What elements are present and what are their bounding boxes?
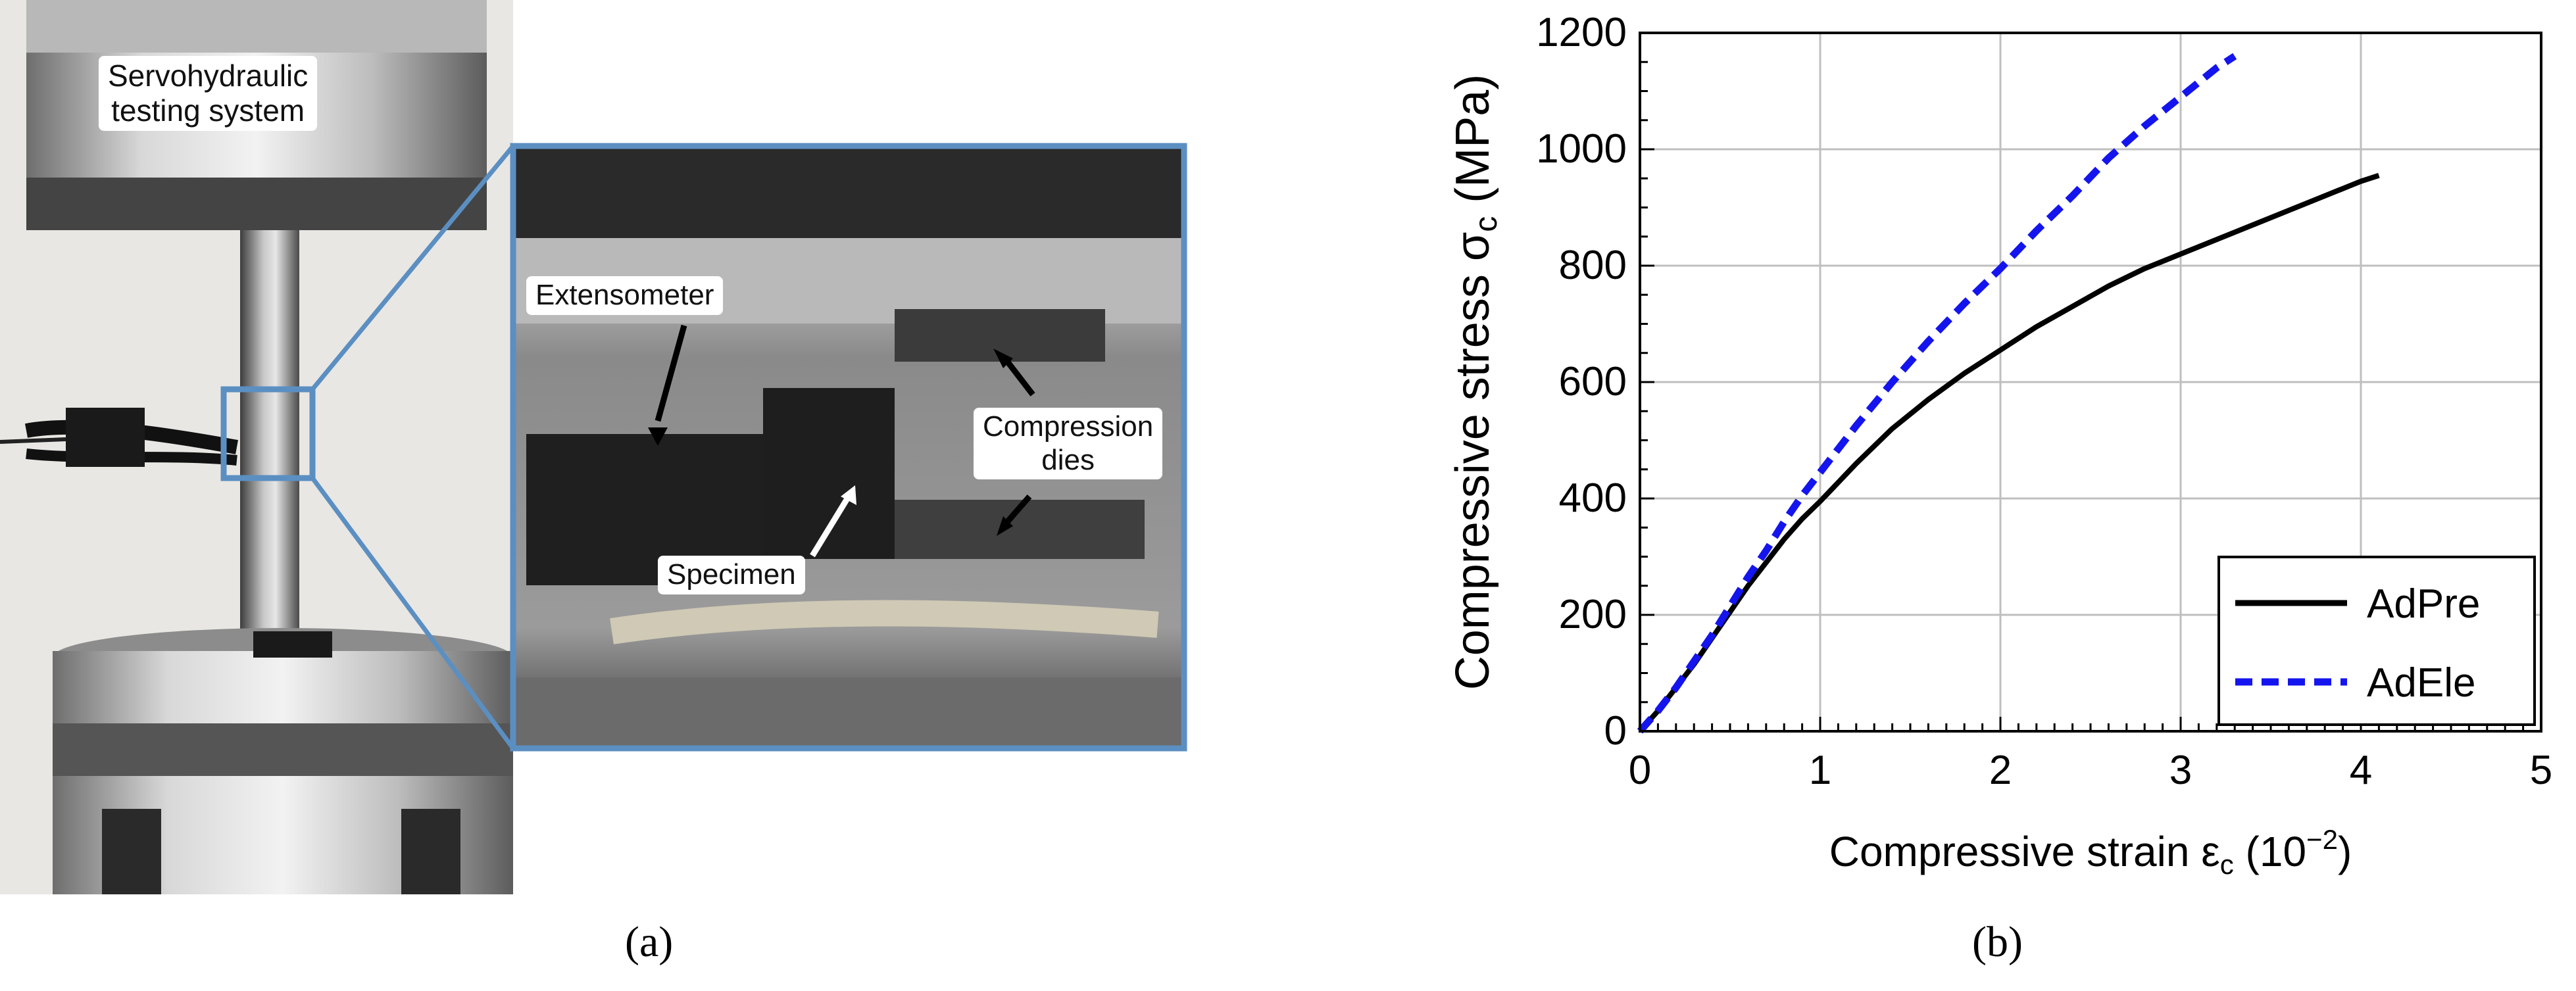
ylabel-main: Compressive stress σ — [1447, 232, 1499, 690]
series-line-adele — [1637, 53, 2237, 734]
upper-cap — [26, 0, 487, 53]
series-line-adpre — [1638, 172, 2380, 733]
callout-servohydraulic: Servohydraulic testing system — [99, 56, 318, 131]
extensometer-body — [66, 408, 145, 467]
tick-label-layer: 0 1 2 3 4 5 0 200 400 600 800 1000 1200 — [1536, 10, 2552, 793]
xlabel-sup: −2 — [2306, 824, 2338, 855]
y-tick-label: 200 — [1559, 592, 1627, 637]
x-tick-label: 0 — [1629, 748, 1651, 793]
zoom-region-box — [220, 386, 316, 481]
ylabel-unit: (MPa) — [1447, 74, 1499, 216]
y-axis-label: Compressive stress σc (MPa) — [1447, 74, 1504, 690]
callout-dies-line1: Compression — [983, 410, 1154, 443]
callout-system-line2: testing system — [111, 93, 305, 128]
lower-platen-shadow — [53, 723, 513, 776]
upper-head-shadow — [26, 178, 487, 230]
legend-box — [2217, 556, 2536, 726]
xlabel-unit-close: ) — [2338, 828, 2352, 875]
callout-system-line1: Servohydraulic — [108, 59, 309, 93]
callout-dies-line2: dies — [1041, 443, 1095, 476]
stress-strain-chart: 0 1 2 3 4 5 0 200 400 600 800 1000 1200 Compressive … — [1349, 0, 2576, 947]
y-tick-label: 400 — [1559, 475, 1627, 521]
callout-specimen: Specimen — [658, 556, 805, 594]
y-tick-label: 600 — [1559, 359, 1627, 404]
panel-a-label: (a) — [625, 918, 674, 966]
zoom-inset-frame — [510, 143, 1187, 752]
xlabel-sub: c — [2220, 849, 2234, 880]
curve-layer — [1637, 53, 2380, 734]
y-tick-label: 800 — [1559, 243, 1627, 288]
x-axis-label: Compressive strain εc (10−2) — [1829, 824, 2352, 880]
y-tick-label: 1200 — [1536, 10, 1627, 55]
lower-platen — [53, 651, 513, 723]
load-rod — [240, 230, 299, 651]
legend: AdPre AdEle — [2217, 556, 2536, 726]
test-setup-photo: Servohydraulic testing system Extensomet… — [0, 0, 1197, 894]
xlabel-main: Compressive strain ε — [1829, 828, 2220, 875]
x-tick-label: 1 — [1809, 748, 1831, 793]
ylabel-sub: c — [1469, 216, 1504, 232]
callout-extensometer: Extensometer — [526, 276, 724, 315]
legend-label-adpre: AdPre — [2367, 581, 2480, 627]
x-tick-label: 5 — [2530, 748, 2552, 793]
x-tick-label: 2 — [1989, 748, 2012, 793]
legend-label-adele: AdEle — [2367, 660, 2475, 706]
chart-svg: 0 1 2 3 4 5 0 200 400 600 800 1000 1200 Compressive … — [1447, 10, 2552, 880]
y-tick-label: 1000 — [1536, 126, 1627, 172]
panel-b-label: (b) — [1972, 918, 2023, 966]
x-tick-label: 4 — [2350, 748, 2372, 793]
x-tick-label: 3 — [2169, 748, 2192, 793]
y-tick-label: 0 — [1604, 708, 1627, 754]
xlabel-unit-open: (10 — [2234, 828, 2306, 875]
callout-compression-dies: Compression dies — [974, 408, 1163, 480]
